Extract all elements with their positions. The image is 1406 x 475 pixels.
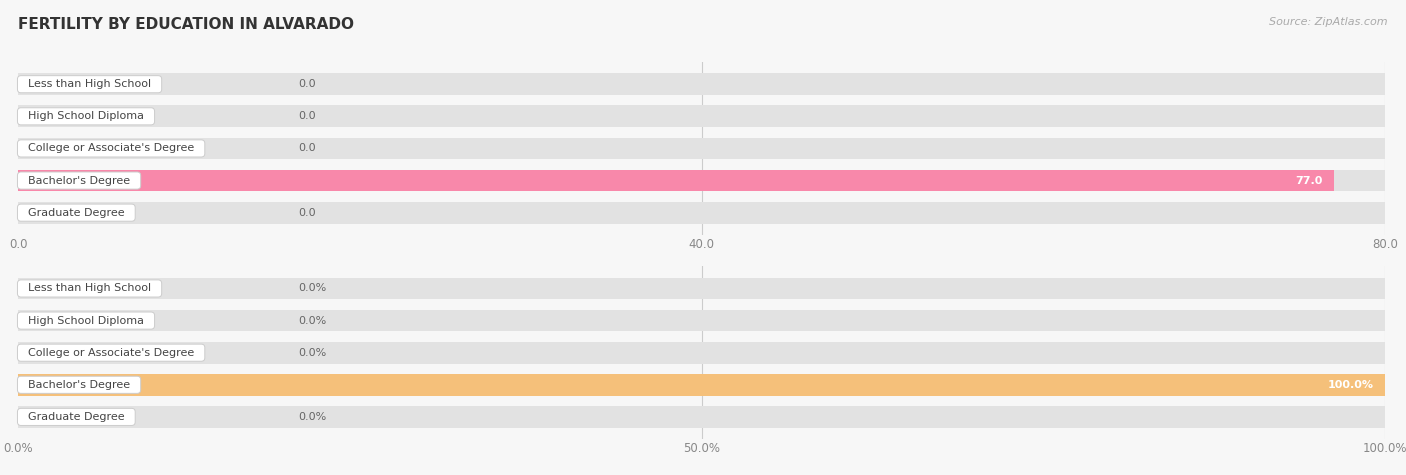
Text: 77.0: 77.0	[1295, 176, 1323, 186]
Bar	[18, 202, 1385, 224]
Bar	[18, 310, 1385, 332]
Bar	[18, 374, 1385, 396]
Text: High School Diploma: High School Diploma	[21, 315, 150, 325]
Bar	[18, 73, 1385, 95]
Text: College or Associate's Degree: College or Associate's Degree	[21, 348, 201, 358]
Text: FERTILITY BY EDUCATION IN ALVARADO: FERTILITY BY EDUCATION IN ALVARADO	[18, 17, 354, 32]
Text: Less than High School: Less than High School	[21, 284, 157, 294]
Bar	[18, 170, 1334, 191]
Text: Bachelor's Degree: Bachelor's Degree	[21, 380, 138, 390]
Text: 0.0%: 0.0%	[298, 284, 326, 294]
Bar	[18, 277, 1385, 299]
Bar	[18, 374, 1385, 396]
Bar	[18, 406, 1385, 428]
Text: 0.0%: 0.0%	[298, 348, 326, 358]
Text: Less than High School: Less than High School	[21, 79, 157, 89]
Text: 0.0: 0.0	[298, 143, 316, 153]
Text: College or Associate's Degree: College or Associate's Degree	[21, 143, 201, 153]
Bar	[18, 170, 1385, 191]
Text: Source: ZipAtlas.com: Source: ZipAtlas.com	[1270, 17, 1388, 27]
Text: 0.0%: 0.0%	[298, 315, 326, 325]
Bar	[18, 342, 1385, 363]
Text: Bachelor's Degree: Bachelor's Degree	[21, 176, 138, 186]
Text: 0.0%: 0.0%	[298, 412, 326, 422]
Bar	[18, 105, 1385, 127]
Text: High School Diploma: High School Diploma	[21, 111, 150, 121]
Bar	[18, 138, 1385, 159]
Text: 100.0%: 100.0%	[1329, 380, 1374, 390]
Text: Graduate Degree: Graduate Degree	[21, 208, 132, 218]
Text: 0.0: 0.0	[298, 208, 316, 218]
Text: Graduate Degree: Graduate Degree	[21, 412, 132, 422]
Text: 0.0: 0.0	[298, 111, 316, 121]
Text: 0.0: 0.0	[298, 79, 316, 89]
